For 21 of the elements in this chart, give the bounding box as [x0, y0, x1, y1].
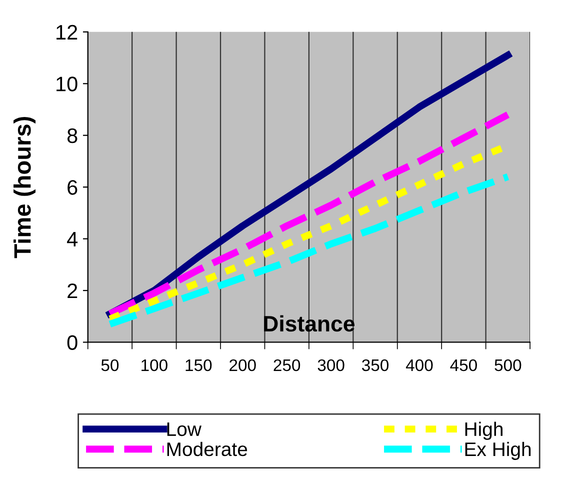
- y-axis-title: Time (hours): [14, 116, 36, 258]
- x-tick-label: 100: [142, 359, 168, 372]
- x-tick-label: 250: [274, 359, 300, 372]
- x-tick-label: 150: [186, 359, 212, 372]
- x-tick-label: 400: [406, 359, 433, 372]
- x-tick-label: 500: [494, 359, 522, 372]
- y-tick-label: 8: [67, 128, 78, 144]
- x-tick-label: 200: [230, 359, 256, 372]
- x-tick-label: 300: [318, 359, 344, 372]
- x-tick-label: 450: [450, 359, 477, 372]
- legend-label: High: [465, 422, 502, 440]
- y-tick-label: 2: [68, 284, 78, 298]
- legend-label: Moderate: [167, 442, 248, 456]
- y-tick-label: 12: [56, 24, 78, 40]
- y-tick-label: 10: [56, 76, 78, 92]
- y-tick-label: 6: [68, 180, 78, 195]
- y-tick-label: 0: [67, 335, 78, 350]
- x-tick-label: 350: [362, 359, 389, 372]
- x-tick-label: 50: [101, 359, 119, 372]
- legend-label: Ex High: [465, 442, 531, 460]
- y-tick-label: 4: [67, 232, 78, 246]
